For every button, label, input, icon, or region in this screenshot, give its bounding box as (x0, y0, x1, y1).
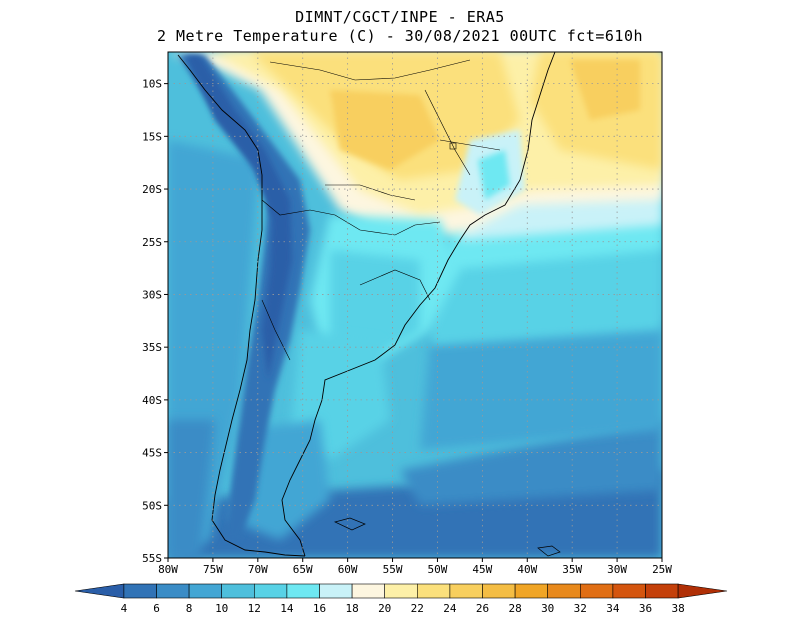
lat-tick-label: 15S (142, 130, 162, 143)
west-coastline (177, 54, 306, 557)
colorbar-label: 8 (186, 602, 193, 615)
lon-tick-label: 70W (248, 563, 268, 576)
longitude-axis: 80W 75W 70W 65W 60W 55W 50W 45W 40W 35W 30W 25W (158, 558, 672, 576)
colorbar-label: 24 (443, 602, 457, 615)
colorbar-swatch (482, 583, 516, 599)
latitude-axis: 10S 15S 20S 25S 30S 35S 40S 45S 50S 55S (142, 78, 168, 565)
lon-tick-label: 45W (472, 563, 492, 576)
map-frame (167, 51, 663, 559)
lon-tick-label: 60W (338, 563, 358, 576)
colorbar-label: 38 (671, 602, 684, 615)
colorbar-label: 16 (313, 602, 326, 615)
colorbar-label: 12 (248, 602, 261, 615)
colorbar-label: 14 (280, 602, 294, 615)
colorbar-swatch (449, 583, 483, 599)
colorbar-label: 28 (508, 602, 521, 615)
colorbar-swatch (156, 583, 190, 599)
colorbar-swatch (319, 583, 353, 599)
colorbar-swatch (514, 583, 548, 599)
lon-tick-label: 55W (383, 563, 403, 576)
colorbar-label: 22 (411, 602, 424, 615)
colorbar-swatch (612, 583, 646, 599)
lat-tick-label: 30S (142, 288, 162, 301)
colorbar-swatch (221, 583, 255, 599)
falkland-islands (333, 517, 366, 531)
lon-tick-label: 35W (562, 563, 582, 576)
colorbar-swatch (123, 583, 157, 599)
colorbar-swatch (579, 583, 614, 599)
colorbar-label: 36 (639, 602, 652, 615)
colorbar-swatch (416, 583, 451, 599)
colorbar-arrow-low (74, 583, 125, 599)
colorbar: 4 6 8 10 12 14 16 18 20 22 24 26 28 30 32 34 36 38 (74, 583, 728, 615)
lon-tick-label: 50W (428, 563, 448, 576)
lon-tick-label: 65W (293, 563, 313, 576)
colorbar-swatch (254, 583, 288, 599)
colorbar-swatch (351, 583, 386, 599)
colorbar-swatch (286, 583, 320, 599)
colorbar-arrow-high (677, 583, 728, 599)
lon-tick-label: 40W (517, 563, 537, 576)
colorbar-swatch (188, 583, 223, 599)
colorbar-label: 18 (345, 602, 358, 615)
colorbar-label: 4 (121, 602, 128, 615)
colorbar-label: 6 (153, 602, 160, 615)
lat-tick-label: 10S (142, 78, 162, 91)
colorbar-swatch (645, 583, 679, 599)
east-coastline (281, 52, 556, 557)
lat-tick-label: 50S (142, 499, 162, 512)
colorbar-swatch (384, 583, 418, 599)
colorbar-label: 34 (606, 602, 620, 615)
graticule-grid (168, 52, 662, 558)
coastline-borders (177, 52, 561, 557)
lat-tick-label: 35S (142, 341, 162, 354)
colorbar-label: 10 (215, 602, 228, 615)
colorbar-swatch (547, 583, 581, 599)
lon-tick-label: 30W (607, 563, 627, 576)
lon-tick-label: 75W (203, 563, 223, 576)
lat-tick-label: 20S (142, 183, 162, 196)
lat-tick-label: 25S (142, 236, 162, 249)
lon-tick-label: 25W (652, 563, 672, 576)
lat-tick-label: 45S (142, 447, 162, 460)
map-title-line-1: DIMNT/CGCT/INPE - ERA5 (295, 8, 505, 26)
colorbar-label: 26 (476, 602, 489, 615)
lat-tick-label: 40S (142, 394, 162, 407)
south-georgia (537, 545, 561, 557)
map-title-line-2: 2 Metre Temperature (C) - 30/08/2021 00U… (156, 27, 644, 45)
lon-tick-label: 80W (158, 563, 178, 576)
lat-tick-label: 55S (142, 552, 162, 565)
colorbar-label: 32 (574, 602, 587, 615)
colorbar-label: 30 (541, 602, 554, 615)
colorbar-label: 20 (378, 602, 391, 615)
